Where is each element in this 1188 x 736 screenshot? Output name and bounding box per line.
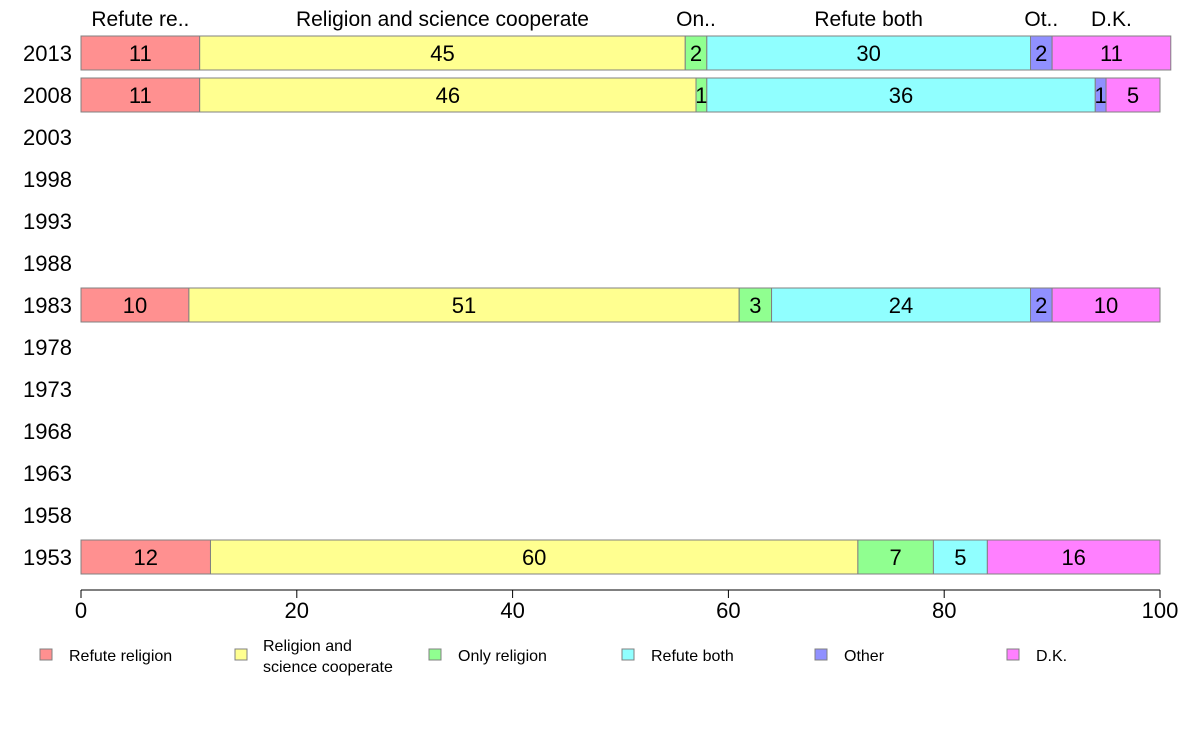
bar-value-label: 5 bbox=[954, 545, 966, 570]
column-header: Religion and science cooperate bbox=[296, 8, 589, 31]
y-tick-label: 1993 bbox=[23, 209, 72, 234]
legend-swatch bbox=[621, 648, 635, 661]
bar-segment bbox=[199, 35, 686, 71]
legend-swatch bbox=[428, 648, 442, 661]
y-tick-label: 1978 bbox=[23, 335, 72, 360]
column-header: D.K. bbox=[1091, 8, 1132, 31]
bar-value-label: 12 bbox=[133, 545, 157, 570]
bar-value-label: 16 bbox=[1061, 545, 1085, 570]
bar-value-label: 46 bbox=[436, 83, 460, 108]
legend-swatch bbox=[234, 648, 248, 661]
bar-segment bbox=[706, 77, 1096, 113]
bar-segment bbox=[1051, 35, 1172, 71]
bar-value-label: 11 bbox=[129, 41, 152, 66]
legend-label: Refute religion bbox=[69, 648, 172, 665]
y-tick-label: 1958 bbox=[23, 503, 72, 528]
column-headers: Refute re.. Religion and science cooperat… bbox=[91, 8, 1132, 31]
bar-value-label: 2 bbox=[1035, 293, 1047, 318]
legend-label: Other bbox=[844, 648, 885, 665]
y-tick-label: 1983 bbox=[23, 293, 72, 318]
bar-value-label: 45 bbox=[430, 41, 454, 66]
legend-swatch bbox=[814, 648, 828, 661]
bar-value-label: 5 bbox=[1127, 83, 1139, 108]
y-tick-label: 2003 bbox=[23, 125, 72, 150]
y-tick-label: 2008 bbox=[23, 83, 72, 108]
bar-value-label: 11 bbox=[1100, 41, 1123, 66]
bar-segment bbox=[706, 35, 1032, 71]
bar-value-label: 24 bbox=[889, 293, 913, 318]
bar-value-label: 30 bbox=[856, 41, 880, 66]
bar-segment bbox=[80, 77, 201, 113]
y-tick-label: 1953 bbox=[23, 545, 72, 570]
bar-segment bbox=[80, 35, 201, 71]
bar-value-label: 60 bbox=[522, 545, 546, 570]
y-tick-label: 1963 bbox=[23, 461, 72, 486]
legend-label: Only religion bbox=[458, 648, 547, 665]
legend-label: D.K. bbox=[1036, 648, 1067, 665]
legend-swatch bbox=[39, 648, 53, 661]
y-tick-label: 2013 bbox=[23, 41, 72, 66]
bar-value-label: 2 bbox=[690, 41, 702, 66]
bar-value-label: 36 bbox=[889, 83, 913, 108]
bar-segment bbox=[80, 539, 211, 575]
bar-value-label: 10 bbox=[1094, 293, 1118, 318]
y-tick-label: 1973 bbox=[23, 377, 72, 402]
column-header: Ot.. bbox=[1024, 8, 1058, 31]
bar-segment bbox=[932, 539, 988, 575]
y-tick-label: 1968 bbox=[23, 419, 72, 444]
bar-segment bbox=[209, 539, 859, 575]
x-tick-label: 20 bbox=[285, 598, 309, 623]
legend-swatch bbox=[1006, 648, 1020, 661]
bar-value-label: 51 bbox=[452, 293, 476, 318]
column-header: Refute both bbox=[814, 8, 923, 31]
x-tick-label: 0 bbox=[75, 598, 87, 623]
x-axis: 0 20 40 60 80 100 bbox=[75, 589, 1179, 623]
bar-value-label: 7 bbox=[890, 545, 902, 570]
y-tick-label: 1998 bbox=[23, 167, 72, 192]
legend-label: Religion and bbox=[263, 638, 352, 655]
bar-segment bbox=[1051, 287, 1161, 323]
x-tick-label: 60 bbox=[716, 598, 740, 623]
bar-value-label: 11 bbox=[129, 83, 152, 108]
bar-segment bbox=[986, 539, 1161, 575]
bar-value-label: 3 bbox=[749, 293, 761, 318]
bar-value-label: 1 bbox=[695, 83, 707, 108]
y-axis-labels: 2013 2008 2003 1998 1993 1988 1983 1978 1973 1968… bbox=[23, 41, 72, 570]
x-tick-label: 40 bbox=[500, 598, 524, 623]
bar-segment bbox=[188, 287, 740, 323]
bar-value-label: 10 bbox=[123, 293, 147, 318]
bar-segment bbox=[771, 287, 1032, 323]
bar-value-label: 2 bbox=[1035, 41, 1047, 66]
legend: Refute religion Religion and science coope… bbox=[39, 638, 1067, 676]
column-header: Refute re.. bbox=[91, 8, 189, 31]
bar-segment bbox=[1105, 77, 1161, 113]
bar-value-label: 1 bbox=[1095, 83, 1107, 108]
bar-segment bbox=[857, 539, 934, 575]
x-tick-label: 100 bbox=[1142, 598, 1179, 623]
bar-segment bbox=[199, 77, 697, 113]
y-tick-label: 1988 bbox=[23, 251, 72, 276]
legend-label: Refute both bbox=[651, 648, 734, 665]
x-tick-label: 80 bbox=[932, 598, 956, 623]
column-header: On.. bbox=[676, 8, 716, 31]
legend-label: science cooperate bbox=[263, 659, 393, 676]
